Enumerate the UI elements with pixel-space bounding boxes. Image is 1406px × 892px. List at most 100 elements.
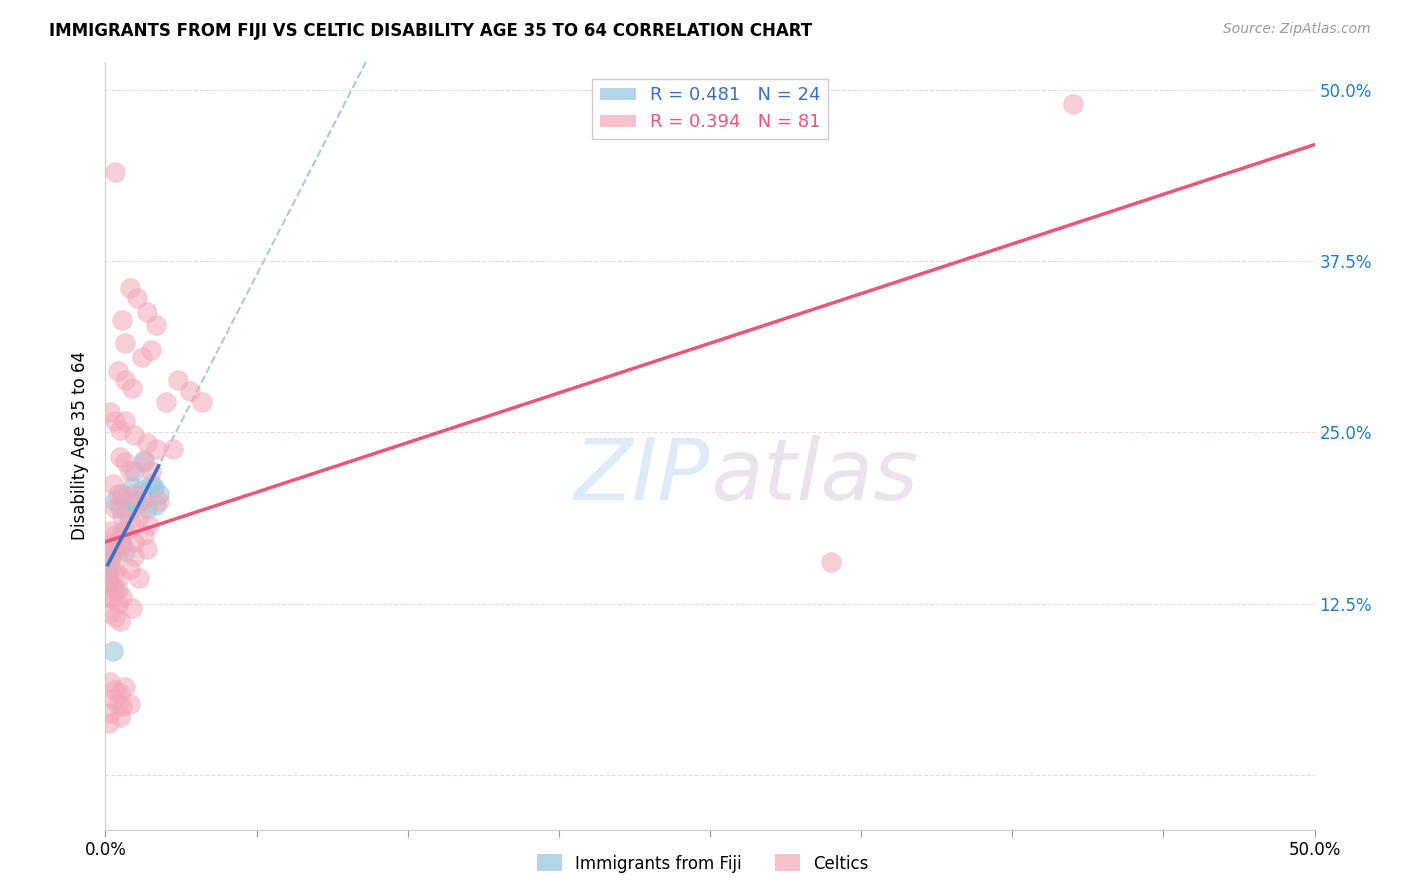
Point — [108, 615, 131, 629]
Point — [101, 543, 124, 558]
Point — [101, 692, 124, 706]
Point — [104, 582, 127, 597]
Point — [98, 674, 121, 689]
Point — [98, 606, 121, 620]
Point — [98, 524, 121, 538]
Text: atlas: atlas — [710, 435, 918, 518]
Text: Source: ZipAtlas.com: Source: ZipAtlas.com — [1223, 22, 1371, 37]
Point — [104, 500, 127, 515]
Point — [111, 510, 134, 524]
Point — [167, 373, 190, 387]
Point — [162, 442, 184, 456]
Point — [148, 487, 170, 501]
Point — [107, 597, 129, 611]
Point — [118, 281, 141, 295]
Point — [124, 487, 146, 501]
Point — [142, 480, 165, 494]
Point — [135, 436, 157, 450]
Point — [124, 549, 146, 563]
Point — [114, 680, 136, 694]
Point — [128, 570, 150, 584]
Point — [118, 514, 141, 528]
Point — [155, 395, 177, 409]
Point — [135, 541, 157, 556]
Point — [121, 480, 143, 494]
Point — [141, 343, 163, 358]
Point — [111, 524, 134, 538]
Point — [179, 384, 201, 399]
Point — [104, 610, 127, 624]
Point — [101, 644, 124, 658]
Point — [111, 590, 134, 604]
Point — [128, 510, 150, 524]
Point — [98, 706, 121, 720]
Point — [121, 382, 143, 396]
Point — [118, 562, 141, 576]
Point — [104, 565, 127, 579]
Point — [121, 600, 143, 615]
Point — [145, 442, 167, 456]
Point — [98, 405, 121, 419]
Point — [124, 428, 146, 442]
Point — [108, 532, 131, 546]
Point — [98, 538, 121, 552]
Point — [111, 491, 134, 505]
Point — [104, 682, 127, 697]
Point — [97, 576, 120, 591]
Point — [131, 483, 153, 497]
Point — [98, 559, 121, 574]
Point — [114, 414, 136, 428]
Point — [125, 496, 148, 510]
Point — [107, 697, 129, 711]
Point — [108, 685, 131, 699]
Point — [101, 579, 124, 593]
Point — [107, 538, 129, 552]
Point — [111, 538, 134, 552]
Point — [108, 500, 131, 515]
Point — [191, 395, 214, 409]
Point — [104, 165, 127, 179]
Point — [104, 493, 127, 508]
Point — [131, 350, 153, 364]
Point — [141, 464, 163, 478]
Point — [98, 715, 121, 730]
Point — [145, 318, 167, 333]
Point — [108, 450, 131, 464]
Point — [125, 291, 148, 305]
Point — [107, 364, 129, 378]
Point — [114, 336, 136, 351]
Legend: Immigrants from Fiji, Celtics: Immigrants from Fiji, Celtics — [530, 847, 876, 880]
Point — [101, 477, 124, 491]
Point — [108, 423, 131, 437]
Point — [101, 546, 124, 560]
Point — [114, 455, 136, 469]
Point — [820, 556, 842, 570]
Point — [107, 546, 129, 560]
Point — [118, 464, 141, 478]
Point — [135, 305, 157, 319]
Point — [98, 556, 121, 570]
Point — [124, 464, 146, 478]
Point — [124, 534, 146, 549]
Point — [114, 544, 136, 558]
Point — [145, 498, 167, 512]
Point — [114, 373, 136, 387]
Point — [115, 505, 138, 519]
Point — [114, 524, 136, 538]
Point — [124, 493, 146, 508]
Point — [131, 493, 153, 508]
Text: IMMIGRANTS FROM FIJI VS CELTIC DISABILITY AGE 35 TO 64 CORRELATION CHART: IMMIGRANTS FROM FIJI VS CELTIC DISABILIT… — [49, 22, 813, 40]
Y-axis label: Disability Age 35 to 64: Disability Age 35 to 64 — [72, 351, 90, 541]
Point — [148, 493, 170, 508]
Point — [138, 518, 160, 533]
Point — [135, 500, 157, 515]
Point — [111, 699, 134, 714]
Point — [111, 313, 134, 327]
Point — [104, 414, 127, 428]
Point — [98, 576, 121, 591]
Point — [134, 452, 156, 467]
Point — [98, 565, 121, 579]
Point — [111, 487, 134, 501]
Point — [118, 697, 141, 711]
Point — [134, 455, 156, 469]
